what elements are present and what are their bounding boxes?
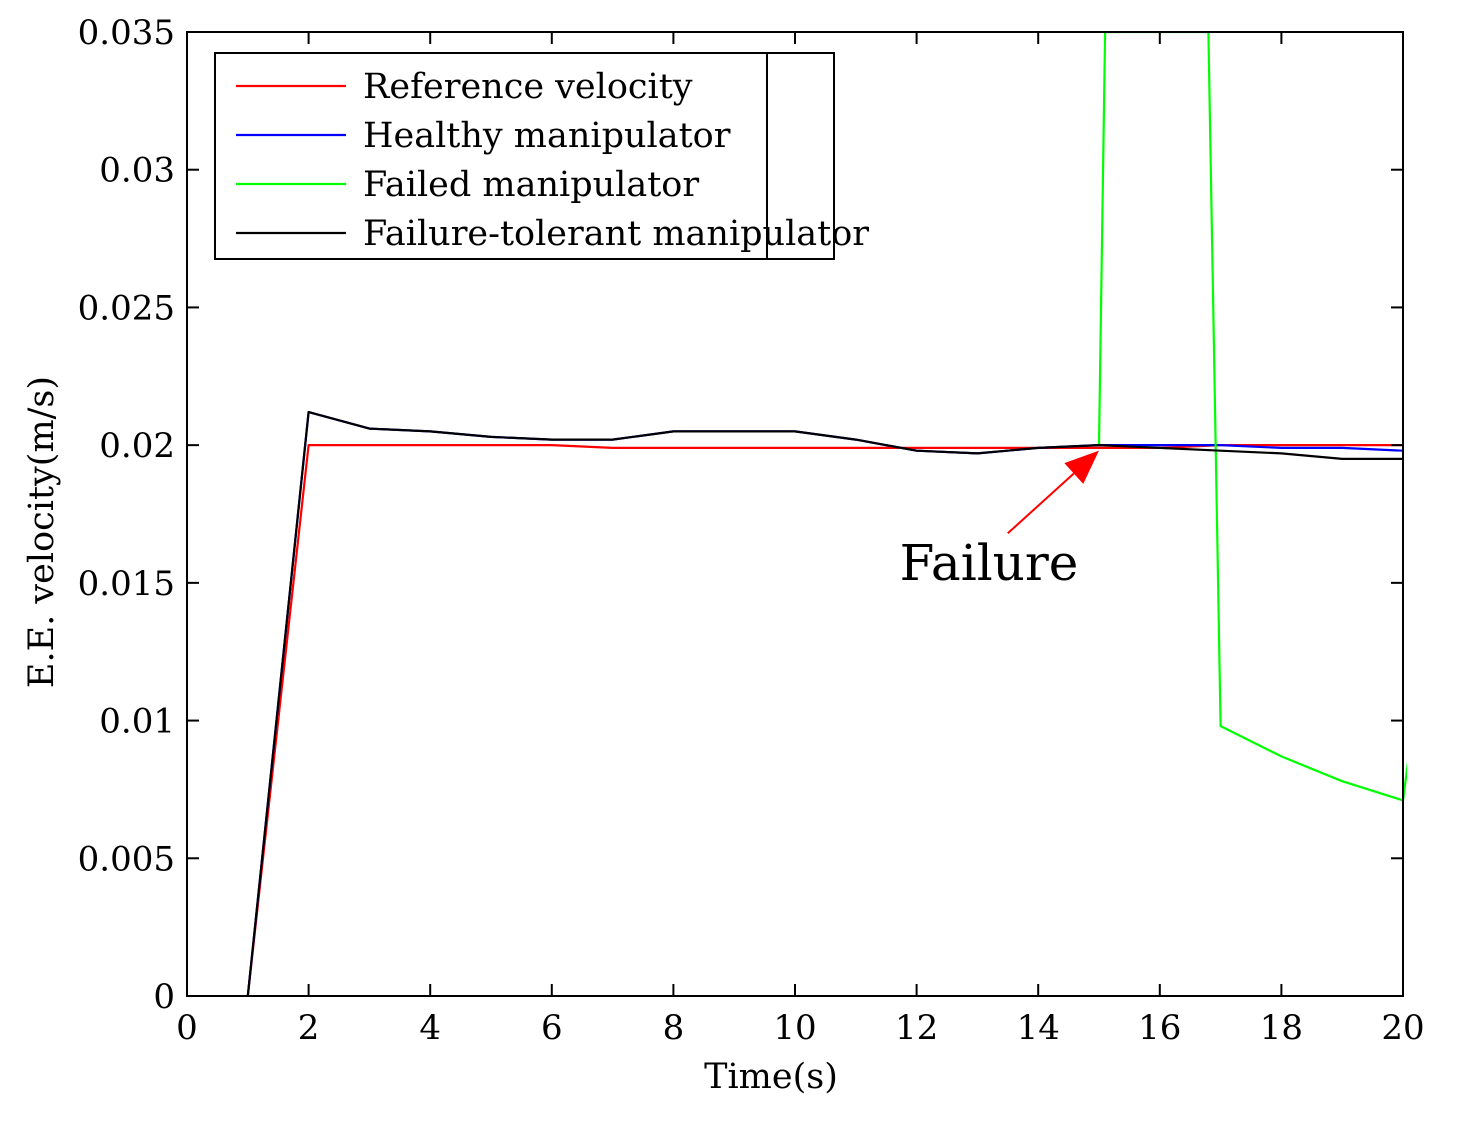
x-tick-label-0: 0 <box>176 1008 198 1048</box>
failure-annotation-text: Failure <box>900 534 1079 592</box>
x-tick-label-3: 6 <box>541 1008 563 1048</box>
x-tick-label-1: 2 <box>298 1008 320 1048</box>
y-tick-label-4: 0.02 <box>99 426 175 466</box>
failure-annotation: Failure <box>900 450 1099 592</box>
x-axis-label: Time(s) <box>704 1057 838 1097</box>
x-tick-label-7: 14 <box>1017 1008 1060 1048</box>
y-tick-label-5: 0.025 <box>78 288 175 328</box>
failure-arrow-head <box>1064 450 1099 484</box>
series-line-3 <box>246 411 1403 996</box>
x-tick-label-2: 4 <box>419 1008 441 1048</box>
y-tick-label-2: 0.01 <box>99 702 175 742</box>
series-line-2 <box>1097 32 1407 802</box>
y-tick-label-6: 0.03 <box>99 151 175 191</box>
legend-label-2: Failed manipulator <box>363 165 699 205</box>
x-tick-label-4: 8 <box>663 1008 685 1048</box>
x-tick-label-5: 10 <box>773 1008 816 1048</box>
x-tick-label-6: 12 <box>895 1008 938 1048</box>
y-tick-label-1: 0.005 <box>78 839 175 879</box>
legend: Reference velocity Healthy manipulator Fai… <box>214 52 869 260</box>
legend-box <box>214 52 835 260</box>
ticks-layer: 0 2 4 6 8 10 12 14 16 18 20 0 0.005 0.01 0.015 0.02 0.02… <box>78 13 1425 1048</box>
x-tick-label-9: 18 <box>1260 1008 1303 1048</box>
legend-label-1: Healthy manipulator <box>363 116 731 156</box>
y-tick-label-3: 0.015 <box>78 564 175 604</box>
series-layer <box>246 32 1407 996</box>
y-axis-label: E.E. velocity(m/s) <box>22 376 62 688</box>
x-tick-label-8: 16 <box>1138 1008 1181 1048</box>
legend-label-0: Reference velocity <box>363 67 693 107</box>
y-tick-label-0: 0 <box>153 977 175 1017</box>
failure-arrow-shaft <box>1007 472 1075 535</box>
legend-label-3: Failure-tolerant manipulator <box>363 214 869 254</box>
y-tick-label-7: 0.035 <box>78 13 175 53</box>
x-tick-label-10: 20 <box>1381 1008 1424 1048</box>
